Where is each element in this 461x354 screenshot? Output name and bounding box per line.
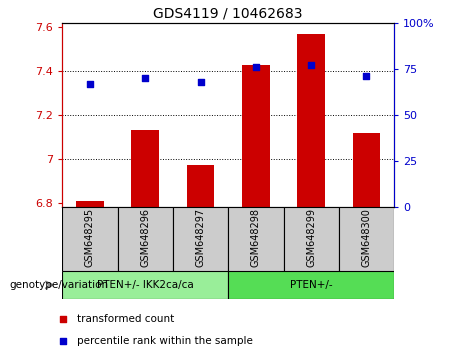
Point bbox=[363, 74, 370, 79]
Point bbox=[307, 63, 315, 68]
Point bbox=[59, 338, 67, 343]
Text: GSM648298: GSM648298 bbox=[251, 208, 261, 267]
Text: genotype/variation: genotype/variation bbox=[9, 280, 108, 290]
Text: transformed count: transformed count bbox=[77, 314, 174, 324]
Point bbox=[197, 79, 204, 85]
Text: GSM648297: GSM648297 bbox=[195, 208, 206, 267]
Bar bbox=[76, 200, 104, 207]
Title: GDS4119 / 10462683: GDS4119 / 10462683 bbox=[154, 6, 303, 21]
Bar bbox=[353, 133, 380, 207]
Text: GSM648299: GSM648299 bbox=[306, 208, 316, 267]
Bar bbox=[62, 271, 228, 299]
Point bbox=[252, 64, 260, 70]
Point bbox=[59, 316, 67, 321]
Bar bbox=[131, 130, 159, 207]
Bar bbox=[228, 207, 284, 271]
Text: PTEN+/- IKK2ca/ca: PTEN+/- IKK2ca/ca bbox=[97, 280, 194, 290]
Text: GSM648295: GSM648295 bbox=[85, 208, 95, 267]
Bar bbox=[187, 165, 214, 207]
Text: percentile rank within the sample: percentile rank within the sample bbox=[77, 336, 253, 346]
Bar bbox=[284, 207, 339, 271]
Text: GSM648300: GSM648300 bbox=[361, 208, 372, 267]
Bar bbox=[118, 207, 173, 271]
Point bbox=[142, 75, 149, 81]
Bar bbox=[228, 271, 394, 299]
Bar bbox=[339, 207, 394, 271]
Bar bbox=[173, 207, 228, 271]
Text: GSM648296: GSM648296 bbox=[140, 208, 150, 267]
Bar bbox=[62, 207, 118, 271]
Bar bbox=[242, 65, 270, 207]
Text: PTEN+/-: PTEN+/- bbox=[290, 280, 332, 290]
Point bbox=[86, 81, 94, 87]
Bar bbox=[297, 34, 325, 207]
